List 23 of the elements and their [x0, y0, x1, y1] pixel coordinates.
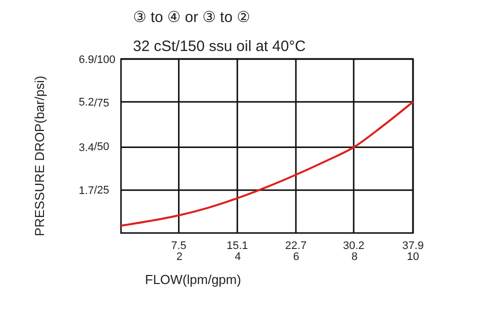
x-axis-title: FLOW(lpm/gpm): [145, 272, 242, 287]
chart-subtitle: 32 cSt/150 ssu oil at 40°C: [133, 38, 306, 55]
y2-tick-label: /100: [94, 54, 116, 66]
x2-tick-label: 2: [176, 251, 182, 263]
chart-title: ③ to ④ or ③ to ②: [133, 9, 250, 26]
y2-tick-label: /50: [94, 140, 110, 153]
x-tick-label: 22.7: [285, 240, 307, 252]
y-tick-label: 6.9: [78, 54, 94, 66]
y-axis-title: PRESSURE DROP(bar/psi): [32, 76, 47, 236]
x-tick-label: 37.9: [402, 240, 424, 252]
x2-tick-label: 8: [352, 251, 358, 263]
y2-tick-label: /75: [94, 97, 110, 110]
y-tick-label: 5.2: [78, 96, 94, 109]
y-tick-label: 1.7: [78, 184, 94, 197]
x2-tick-label: 10: [406, 251, 420, 263]
y-tick-label: 3.4: [78, 142, 94, 154]
x-tick-label: 15.1: [226, 240, 248, 252]
y2-tick-label: /25: [94, 184, 110, 196]
x-tick-label: 7.5: [171, 240, 186, 252]
line-series: [120, 100, 414, 227]
x2-tick-label: 4: [234, 251, 241, 263]
x-tick-label: 30.2: [342, 240, 364, 252]
x2-tick-label: 6: [293, 251, 300, 263]
